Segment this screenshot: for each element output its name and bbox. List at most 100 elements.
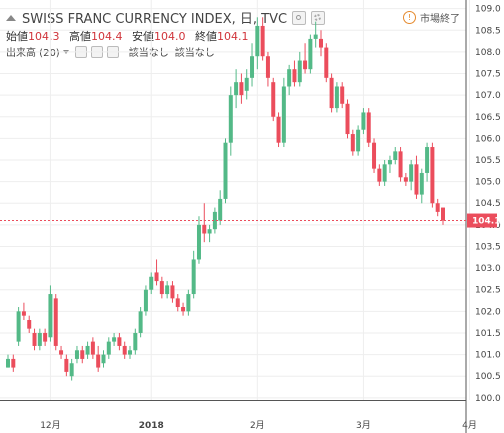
candle-body [181,307,186,312]
candle-body [403,177,408,182]
candle-body [318,38,323,48]
candle-body [218,198,223,221]
candle-body [382,164,387,182]
price-tick-label: 104.5 [475,199,501,209]
candle-body [366,112,371,143]
candle-body [281,86,286,143]
price-tick-label: 109.0 [475,5,501,15]
candle-body [430,147,435,204]
market-status: ! 市場終了 [403,10,460,25]
candle-body [106,341,111,355]
candle-body [27,320,32,329]
candle-body [202,224,207,234]
open-label: 始値 [6,30,28,43]
time-axis[interactable]: 12月 2018 2月 3月 4月 [0,400,477,432]
candle-body [313,34,318,39]
time-tick-label: 4月 [462,420,477,431]
collapse-legend-icon[interactable] [6,14,16,21]
candle-body [186,294,191,312]
candle-body [255,25,260,57]
candle-body [340,86,345,104]
price-tick-label: 102.5 [475,286,501,296]
candle-body [64,358,69,372]
high-value: 104.4 [91,30,123,43]
candle-body [271,82,276,117]
close-label: 終値 [195,30,217,43]
candle-body [234,82,239,96]
candle-body [372,142,377,169]
candle-body [441,207,445,221]
ohlc-row: 始値104.3 高値104.4 安値104.0 終値104.1 [6,28,255,44]
price-tick-label: 107.5 [475,70,501,80]
candle-body [345,103,350,135]
price-tick-label: 102.0 [475,307,501,317]
candle-body [377,168,382,182]
candle-body [361,112,366,130]
price-tick-label: 106.5 [475,113,501,123]
candle-body [133,332,138,351]
price-tick-label: 101.5 [475,329,501,339]
candle-body [297,60,302,83]
price-tick-label: 100.5 [475,372,501,382]
candle-body [6,358,10,368]
candle-body [250,56,255,78]
candle-body [128,350,133,355]
candle-body [414,164,419,195]
volume-value-2: 該当なし [174,48,215,59]
candles [6,17,445,381]
price-label-bg [467,213,497,228]
candle-body [149,276,154,290]
candle-body [329,77,334,109]
time-tick-label: 2018 [139,421,164,431]
clock-icon: ! [403,11,416,24]
settings-gear-icon[interactable] [311,10,326,25]
volume-value-1: 該当なし [128,48,169,59]
price-tick-label: 103.5 [475,242,501,252]
candle-body [308,38,313,70]
candle-body [425,147,430,173]
time-tick-label: 2月 [250,420,265,431]
candle-body [239,82,244,96]
candle-body [59,350,64,355]
price-tick-label: 108.0 [475,48,501,58]
low-value: 104.0 [154,30,186,43]
low-label: 安値 [132,30,154,43]
candle-body [101,354,106,364]
candle-body [350,134,355,152]
candle-body [143,289,148,312]
visibility-toggle-icon[interactable] [292,10,307,25]
candle-body [324,47,329,78]
candle-body [435,203,440,212]
candle-body [74,350,79,359]
candle-body [303,60,308,70]
volume-label: 出来高 (20) [6,48,60,59]
candle-body [80,350,85,359]
candle-body [48,294,53,338]
candle-body [37,332,42,346]
candle-body [228,95,233,143]
candle-body [96,354,101,368]
close-value: 104.1 [217,30,249,43]
candle-body [409,164,414,182]
candle-body [191,259,196,295]
candle-body [21,311,26,316]
candle-body [112,337,117,342]
time-tick-label: 3月 [356,420,371,431]
open-value: 104.3 [28,30,60,43]
candle-body [85,345,90,355]
candle-body [170,285,175,299]
candle-body [393,151,398,160]
candle-body [117,337,122,346]
candle-body [154,272,159,282]
candle-body [16,311,21,342]
candle-body [334,86,339,109]
candle-body [287,69,292,87]
price-tick-label: 105.5 [475,156,501,166]
candle-body [265,56,270,78]
candle-body [196,224,201,260]
candle-body [43,332,48,342]
price-tick-label: 105.0 [475,178,501,188]
current-price-label: 104.1 [472,217,500,227]
grid-lines [0,0,471,400]
